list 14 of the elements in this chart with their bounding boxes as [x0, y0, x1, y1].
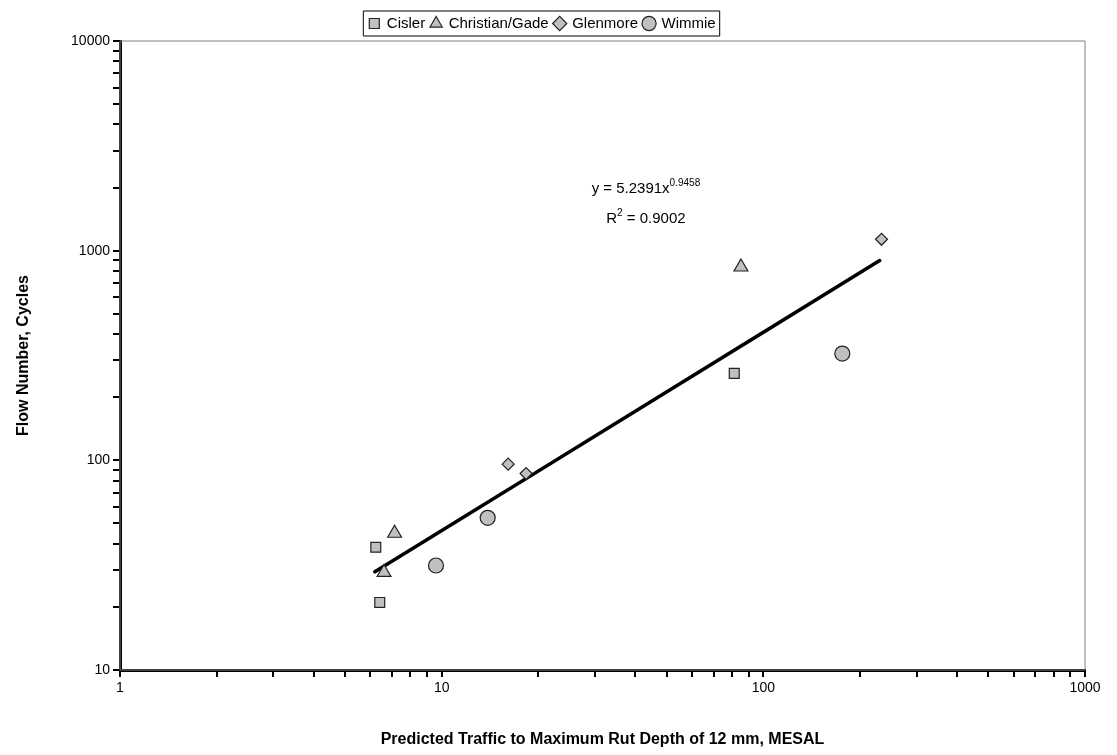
- legend-label: Christian/Gade: [448, 13, 549, 31]
- x-tick-label: 10: [433, 679, 450, 696]
- x-tick-label: 100: [751, 679, 776, 696]
- legend-label: Cisler: [386, 13, 426, 31]
- x-tick-label: 1: [116, 679, 125, 696]
- y-tick-label: 100: [86, 451, 111, 468]
- y-axis-title: Flow Number, Cycles: [14, 274, 32, 436]
- x-tick-label: 1000: [1069, 679, 1101, 696]
- y-tick-label: 10: [94, 660, 111, 677]
- legend-label: Glenmore: [572, 13, 639, 31]
- y-tick-label: 10000: [71, 31, 111, 48]
- x-axis-title: Predicted Traffic to Maximum Rut Depth of 12 mm, MESAL: [380, 729, 825, 747]
- legend-label: Wimmie: [661, 13, 716, 31]
- y-tick-label: 1000: [78, 241, 111, 258]
